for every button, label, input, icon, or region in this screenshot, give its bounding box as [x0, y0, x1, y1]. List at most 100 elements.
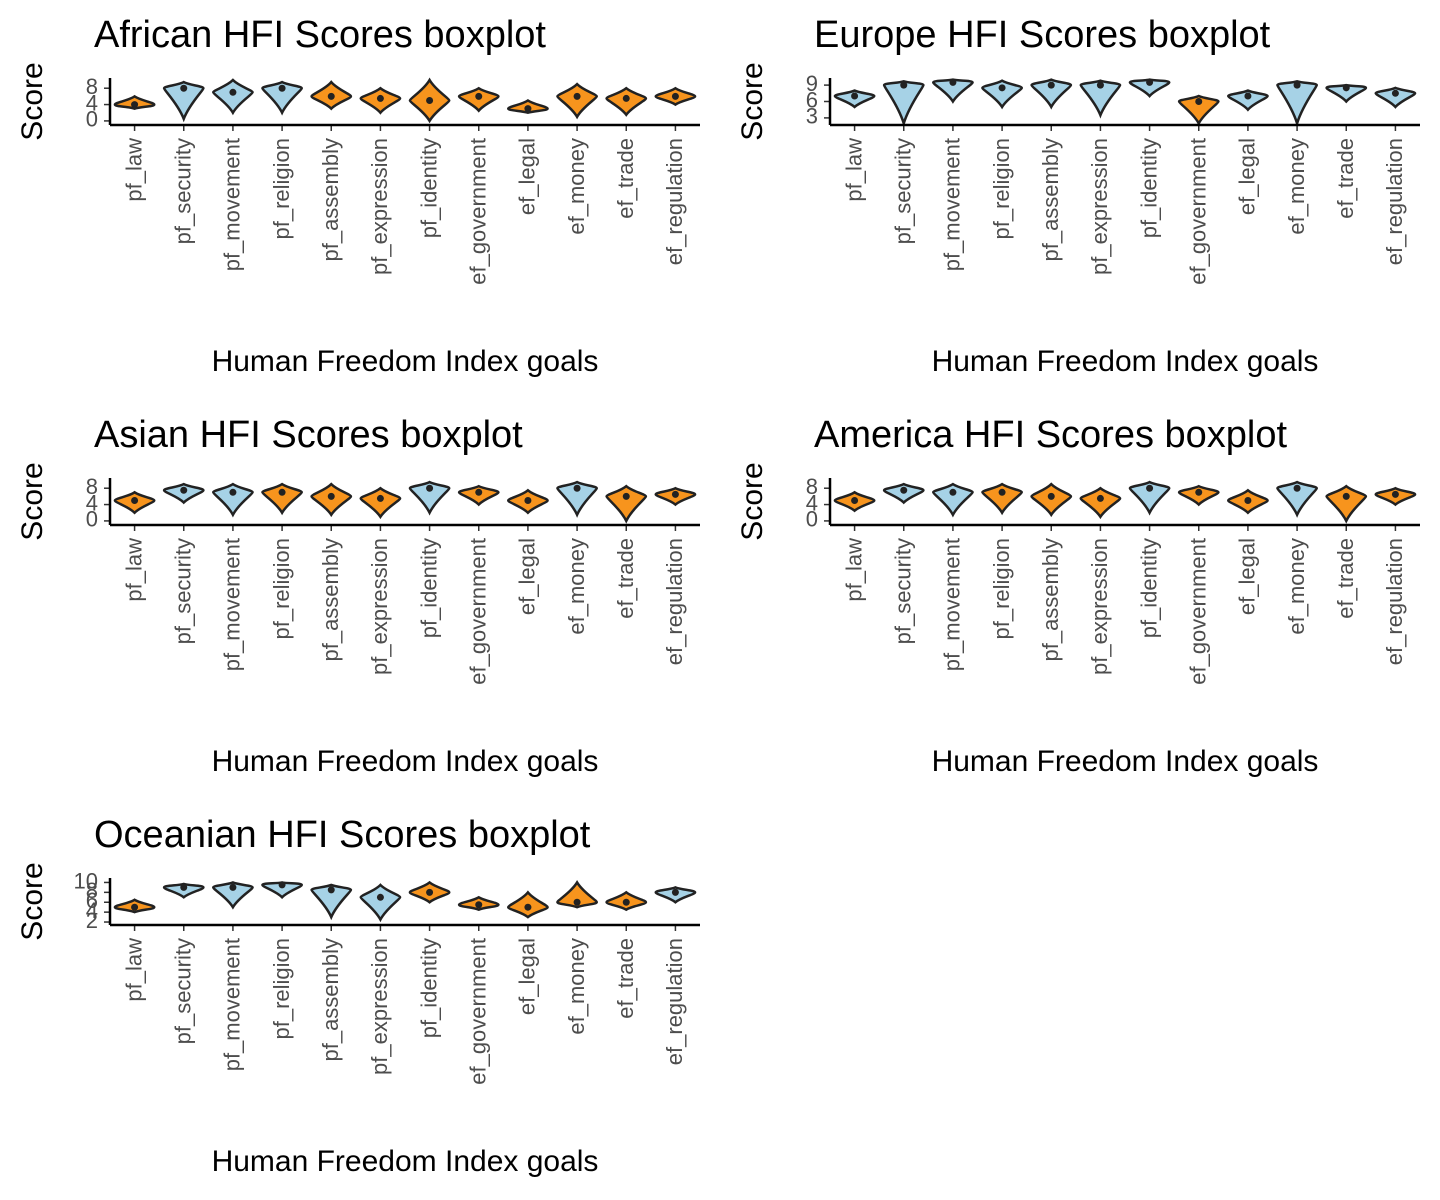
median-point [900, 486, 908, 494]
x-tick-label: pf_identity [416, 538, 441, 638]
median-point [1047, 492, 1055, 500]
panel: Europe HFI Scores boxplot Score Human Free… [736, 14, 1420, 378]
median-point [475, 901, 483, 909]
median-point [671, 888, 679, 896]
x-axis-title: Human Freedom Index goals [212, 1145, 599, 1178]
violin [211, 881, 254, 910]
x-axis-title: Human Freedom Index goals [212, 345, 599, 378]
x-axis-title: Human Freedom Index goals [932, 345, 1319, 378]
median-point [131, 101, 139, 109]
median-point [376, 94, 384, 102]
y-tick-label: 0 [86, 107, 98, 132]
x-tick-label: pf_identity [416, 938, 441, 1038]
x-tick-label: pf_religion [269, 138, 294, 240]
x-tick-label: pf_expression [367, 538, 392, 675]
violin [981, 482, 1024, 516]
violin [211, 482, 254, 518]
panel: Oceanian HFI Scores boxplot Score Human Fr… [16, 814, 700, 1178]
median-point [426, 484, 434, 492]
median-point [1047, 81, 1055, 89]
x-tick-label: pf_movement [220, 938, 245, 1071]
violin [1325, 484, 1368, 524]
x-tick-label: ef_legal [515, 938, 540, 1015]
median-point [131, 496, 139, 504]
median-point [475, 92, 483, 100]
median-point [851, 92, 859, 100]
x-tick-label: pf_security [891, 138, 916, 244]
x-tick-label: pf_security [891, 538, 916, 644]
median-point [229, 488, 237, 496]
x-axis-title: Human Freedom Index goals [212, 745, 599, 778]
x-tick-label: pf_security [171, 938, 196, 1044]
y-tick-label: 2 [86, 908, 98, 933]
violin [556, 880, 599, 909]
violin [556, 480, 599, 518]
median-point [327, 492, 335, 500]
violin [359, 883, 402, 923]
y-tick-label: 8 [86, 474, 98, 499]
median-point [1096, 494, 1104, 502]
x-tick-label: ef_regulation [1382, 538, 1407, 665]
median-point [1293, 484, 1301, 492]
panel: African HFI Scores boxplot Score Human Fre… [16, 14, 700, 378]
x-tick-label: ef_regulation [662, 938, 687, 1065]
median-point [1096, 81, 1104, 89]
x-tick-label: pf_movement [220, 538, 245, 671]
x-tick-label: pf_movement [940, 138, 965, 271]
median-point [1244, 92, 1252, 100]
x-tick-label: ef_money [564, 938, 589, 1035]
violin [261, 881, 304, 900]
x-tick-label: ef_regulation [662, 138, 687, 265]
violin [1128, 78, 1171, 98]
violin [261, 80, 304, 116]
x-tick-label: ef_legal [1235, 538, 1260, 615]
violin [359, 486, 402, 520]
median-point [1244, 496, 1252, 504]
panel: America HFI Scores boxplot Score Human Fre… [736, 414, 1420, 778]
x-tick-label: ef_government [1186, 138, 1211, 285]
median-point [524, 496, 532, 504]
median-point [278, 881, 286, 889]
violin [1128, 480, 1171, 516]
median-point [376, 893, 384, 901]
violin [261, 482, 304, 516]
violin [1226, 89, 1269, 112]
violin [605, 484, 648, 524]
median-point [180, 486, 188, 494]
x-tick-label: pf_religion [989, 538, 1014, 640]
violin [1030, 78, 1073, 110]
y-tick-label: 0 [86, 507, 98, 532]
median-point [851, 496, 859, 504]
median-point [524, 105, 532, 113]
median-point [671, 92, 679, 100]
x-tick-label: pf_expression [367, 938, 392, 1075]
y-tick-label: 8 [86, 878, 98, 903]
x-tick-label: ef_trade [613, 938, 638, 1019]
median-point [573, 898, 581, 906]
violin [1325, 83, 1368, 104]
x-tick-label: ef_legal [515, 138, 540, 215]
x-tick-label: pf_movement [220, 138, 245, 271]
x-tick-label: ef_money [1284, 138, 1309, 235]
x-tick-label: pf_assembly [318, 538, 343, 662]
median-point [949, 488, 957, 496]
violin [1177, 94, 1220, 126]
x-tick-label: pf_expression [1087, 538, 1112, 675]
median-point [998, 84, 1006, 92]
x-tick-label: ef_money [564, 138, 589, 235]
chart-title: Oceanian HFI Scores boxplot [94, 814, 591, 856]
panel: Asian HFI Scores boxplot Score Human Freed… [16, 414, 700, 778]
x-tick-label: pf_security [171, 538, 196, 644]
chart-title: Asian HFI Scores boxplot [94, 414, 523, 456]
x-tick-label: pf_assembly [1038, 138, 1063, 262]
median-point [180, 883, 188, 891]
y-axis-title: Score [16, 62, 49, 140]
median-point [1391, 490, 1399, 498]
x-tick-label: ef_government [1186, 538, 1211, 685]
x-tick-label: ef_trade [1333, 138, 1358, 219]
x-tick-label: pf_religion [269, 938, 294, 1040]
x-tick-label: pf_law [121, 538, 146, 602]
violin [931, 78, 974, 104]
y-tick-label: 4 [86, 898, 98, 923]
violin [1079, 79, 1122, 119]
